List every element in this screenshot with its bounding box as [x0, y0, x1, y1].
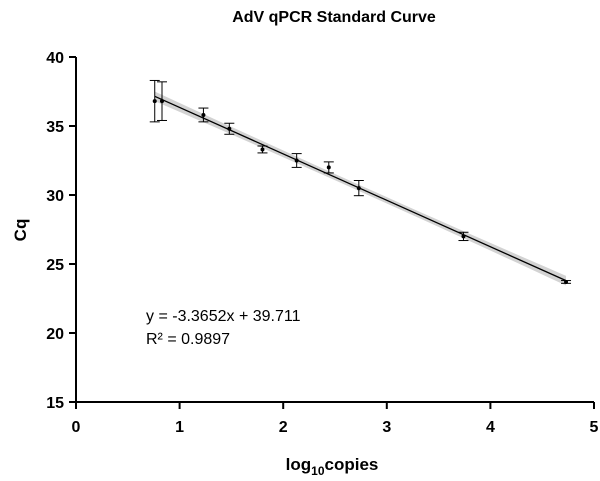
equation-annotation: y = -3.3652x + 39.711	[146, 308, 301, 325]
point-marker	[294, 158, 299, 163]
data-point	[149, 79, 160, 123]
x-axis-label: log10copies	[286, 455, 379, 478]
axes: 0 1 2 3 4 5 15 20 25 30 35 40	[46, 50, 598, 436]
x-tick-label: 2	[279, 419, 288, 436]
point-marker	[201, 112, 206, 117]
x-tick-label: 4	[486, 419, 495, 436]
point-marker	[356, 186, 361, 191]
r-squared-annotation: R² = 0.9897	[146, 331, 230, 348]
data-point	[291, 153, 302, 168]
x-axis-label-subscript: 10	[311, 464, 325, 478]
x-axis-label-main: log	[286, 455, 312, 474]
y-tick-label: 35	[46, 119, 64, 136]
point-marker	[461, 234, 466, 239]
data-point	[198, 107, 209, 123]
y-tick-label: 30	[46, 188, 64, 205]
chart-title: AdV qPCR Standard Curve	[232, 9, 436, 26]
plot-area	[149, 79, 572, 286]
point-marker	[326, 165, 331, 170]
y-tick-label: 40	[46, 50, 64, 67]
y-axis-ticks: 15 20 25 30 35 40	[46, 50, 76, 412]
data-point	[561, 279, 572, 284]
y-tick-label: 15	[46, 395, 64, 412]
data-point	[323, 161, 334, 174]
point-marker	[260, 147, 265, 152]
y-tick-label: 25	[46, 257, 64, 274]
point-marker	[159, 99, 164, 104]
y-axis-label: Cq	[11, 219, 30, 242]
x-tick-label: 5	[590, 419, 599, 436]
x-tick-label: 1	[175, 419, 184, 436]
data-point	[353, 180, 364, 197]
data-point	[458, 231, 469, 242]
x-tick-label: 3	[382, 419, 391, 436]
point-marker	[227, 126, 232, 131]
x-axis-label-tail: copies	[325, 455, 379, 474]
data-point	[257, 145, 268, 154]
point-marker	[152, 99, 157, 104]
y-tick-label: 20	[46, 326, 64, 343]
x-tick-label: 0	[72, 419, 81, 436]
point-marker	[564, 279, 569, 284]
data-point	[156, 81, 167, 121]
data-point	[224, 122, 235, 135]
x-axis-ticks: 0 1 2 3 4 5	[72, 402, 599, 436]
data-points	[149, 79, 572, 284]
